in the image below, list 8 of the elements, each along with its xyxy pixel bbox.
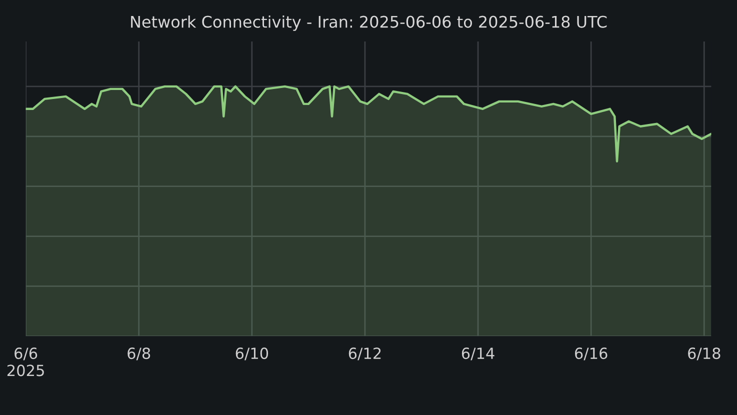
x-tick-label: 6/8 xyxy=(128,348,150,360)
x-tick-label: 6/14 xyxy=(462,348,494,360)
x-tick-label: 6/16 xyxy=(574,348,608,360)
x-tick-label: 6/6 2025 xyxy=(7,348,44,376)
x-tick-label: 6/18 xyxy=(688,348,720,360)
x-tick-label: 6/10 xyxy=(236,348,268,360)
x-tick-label: 6/12 xyxy=(348,348,381,360)
chart-title: Network Connectivity - Iran: 2025-06-06 to 2025-06-18 UTC xyxy=(131,15,607,31)
